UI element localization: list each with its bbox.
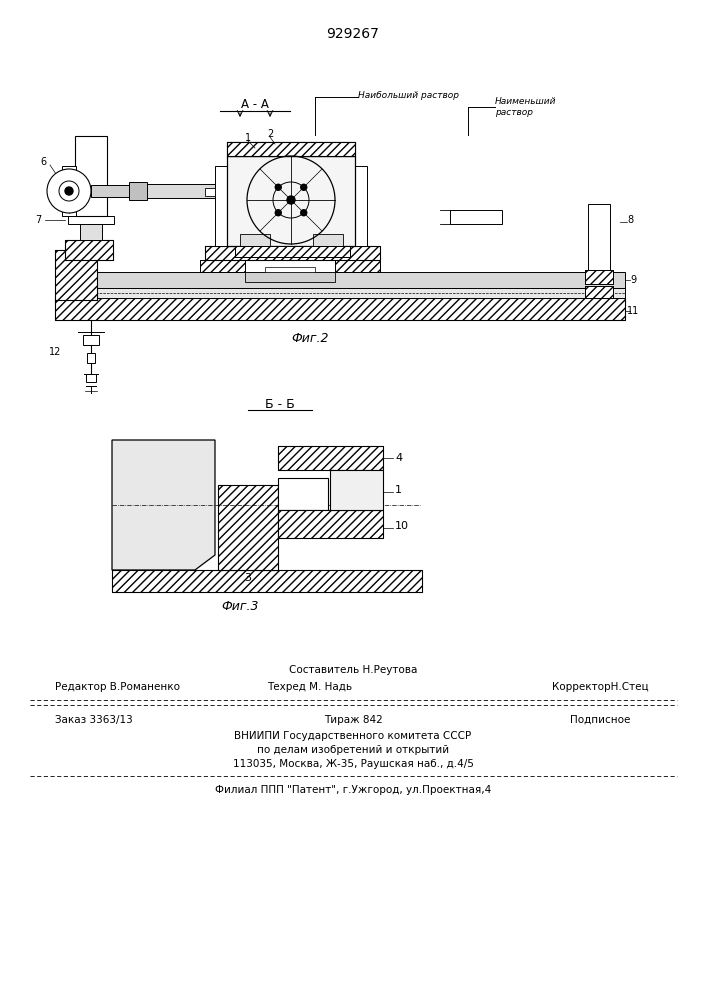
- Circle shape: [300, 210, 307, 216]
- Circle shape: [275, 184, 281, 190]
- Circle shape: [65, 187, 73, 195]
- Bar: [80, 224, 102, 240]
- Text: 9: 9: [630, 275, 636, 285]
- Text: 8: 8: [627, 215, 633, 225]
- Text: Наименьший
раствор: Наименьший раствор: [495, 97, 556, 117]
- Bar: [450, 210, 502, 224]
- Text: 3: 3: [245, 573, 252, 583]
- Bar: [205, 188, 215, 196]
- Text: А - А: А - А: [241, 99, 269, 111]
- Text: Подписное: Подписное: [570, 715, 630, 725]
- Text: Фиг.3: Фиг.3: [221, 600, 259, 613]
- Circle shape: [300, 184, 307, 190]
- Text: Редактор В.Романенко: Редактор В.Романенко: [55, 682, 180, 692]
- Bar: [227, 142, 355, 156]
- Bar: [335, 260, 380, 272]
- Bar: [240, 234, 270, 246]
- Bar: [91, 185, 129, 197]
- Text: 929267: 929267: [327, 27, 380, 41]
- Bar: [200, 260, 245, 272]
- Bar: [278, 510, 383, 538]
- Bar: [235, 246, 350, 257]
- Bar: [585, 286, 613, 298]
- Text: Фиг.2: Фиг.2: [291, 332, 329, 344]
- Text: Б - Б: Б - Б: [265, 397, 295, 410]
- Text: КорректорН.Стец: КорректорН.Стец: [551, 682, 648, 692]
- Text: 2: 2: [267, 129, 273, 139]
- Bar: [218, 485, 278, 570]
- Bar: [147, 184, 215, 198]
- Bar: [68, 216, 114, 224]
- Bar: [265, 267, 315, 272]
- Bar: [588, 204, 610, 272]
- Bar: [313, 234, 343, 246]
- Bar: [55, 288, 625, 298]
- Text: Наибольший раствор: Наибольший раствор: [358, 91, 459, 100]
- Bar: [215, 166, 227, 246]
- Bar: [278, 478, 328, 510]
- Text: ВНИИПИ Государственного комитета СССР: ВНИИПИ Государственного комитета СССР: [235, 731, 472, 741]
- Bar: [335, 260, 380, 272]
- Bar: [218, 485, 278, 570]
- Bar: [55, 298, 625, 320]
- Bar: [355, 166, 367, 246]
- Bar: [87, 353, 95, 363]
- Text: Заказ 3363/13: Заказ 3363/13: [55, 715, 133, 725]
- Bar: [112, 570, 422, 592]
- Text: Тираж 842: Тираж 842: [324, 715, 382, 725]
- Text: 1: 1: [245, 133, 251, 143]
- Circle shape: [47, 169, 91, 213]
- Text: 10: 10: [395, 521, 409, 531]
- Text: 6: 6: [40, 157, 46, 167]
- Bar: [278, 446, 383, 470]
- Bar: [205, 246, 380, 260]
- Bar: [55, 250, 97, 300]
- Text: 12: 12: [49, 347, 62, 357]
- Bar: [585, 270, 613, 284]
- Bar: [278, 446, 383, 470]
- Bar: [62, 166, 76, 216]
- Text: 4: 4: [395, 453, 402, 463]
- Text: 1: 1: [395, 485, 402, 495]
- Bar: [227, 142, 355, 156]
- Bar: [235, 246, 350, 257]
- Bar: [112, 570, 422, 592]
- Bar: [83, 335, 99, 345]
- Bar: [86, 374, 96, 382]
- Polygon shape: [112, 440, 215, 570]
- Text: 7: 7: [35, 215, 41, 225]
- Bar: [55, 272, 625, 288]
- Bar: [65, 240, 113, 260]
- Bar: [227, 156, 355, 246]
- Bar: [278, 510, 383, 538]
- Text: 11: 11: [627, 306, 639, 316]
- Bar: [129, 182, 147, 200]
- Circle shape: [275, 210, 281, 216]
- Bar: [585, 270, 613, 284]
- Text: по делам изобретений и открытий: по делам изобретений и открытий: [257, 745, 449, 755]
- Bar: [200, 260, 245, 272]
- Bar: [227, 142, 355, 156]
- Bar: [330, 470, 383, 510]
- Bar: [205, 246, 380, 260]
- Circle shape: [287, 196, 295, 204]
- Text: 113035, Москва, Ж-35, Раушская наб., д.4/5: 113035, Москва, Ж-35, Раушская наб., д.4…: [233, 759, 474, 769]
- Text: Техред М. Надь: Техред М. Надь: [267, 682, 353, 692]
- Bar: [65, 240, 113, 260]
- Text: Филиал ППП "Патент", г.Ужгород, ул.Проектная,4: Филиал ППП "Патент", г.Ужгород, ул.Проек…: [215, 785, 491, 795]
- Bar: [245, 272, 335, 282]
- Bar: [585, 286, 613, 298]
- Bar: [55, 250, 97, 300]
- Text: Составитель Н.Реутова: Составитель Н.Реутова: [289, 665, 417, 675]
- Bar: [75, 136, 107, 216]
- Bar: [55, 298, 625, 320]
